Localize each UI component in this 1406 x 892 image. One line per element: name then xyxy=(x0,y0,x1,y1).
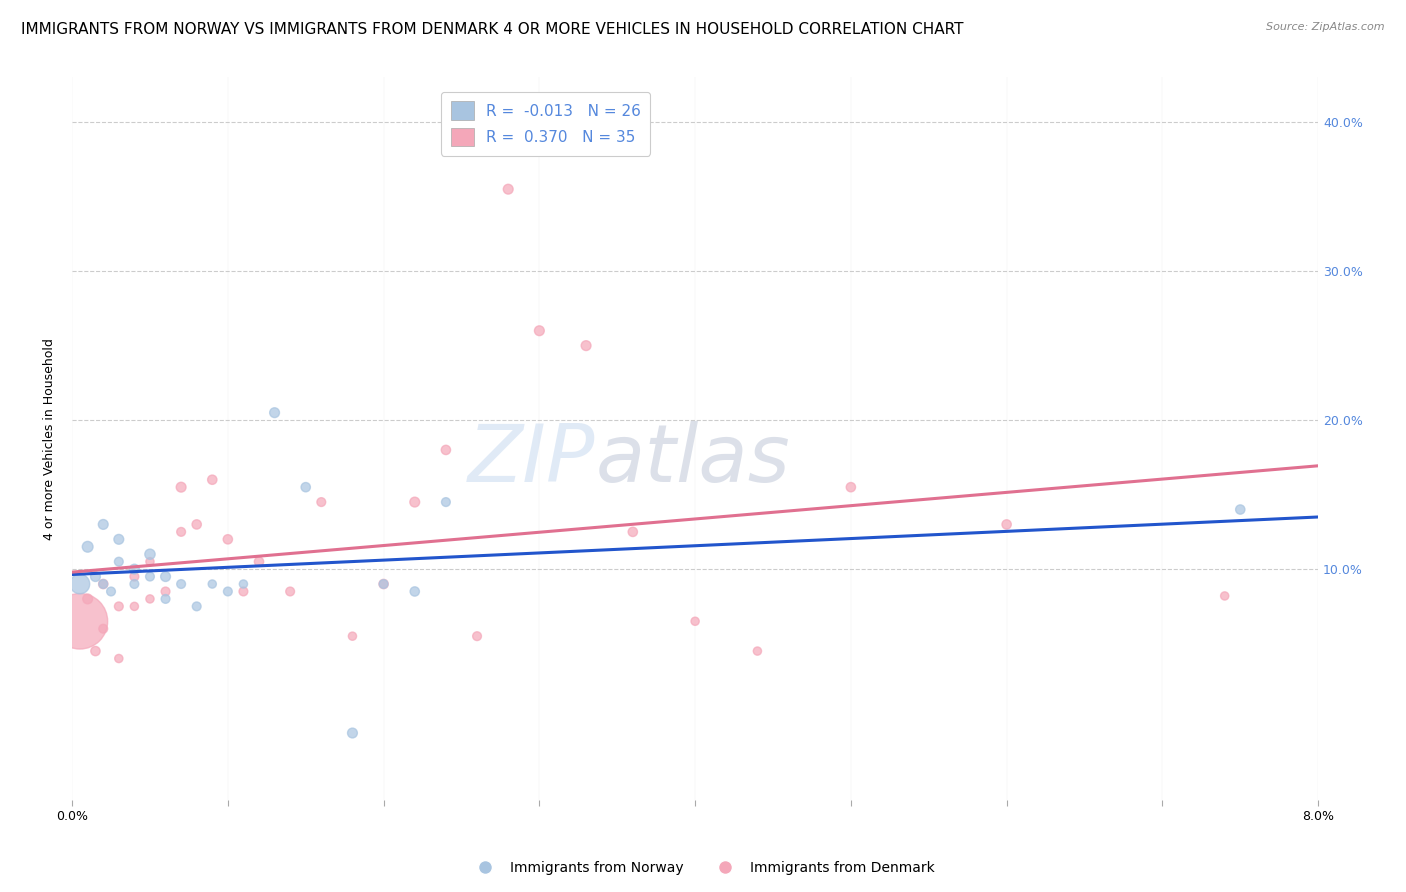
Point xyxy=(108,533,131,547)
Point xyxy=(100,584,122,599)
Point xyxy=(263,406,285,420)
Point xyxy=(404,584,426,599)
Point xyxy=(108,651,131,665)
Point xyxy=(69,614,91,628)
Point xyxy=(186,599,208,614)
Point xyxy=(108,555,131,569)
Point xyxy=(186,517,208,532)
Point xyxy=(1229,502,1251,516)
Point xyxy=(575,338,598,352)
Point xyxy=(217,533,239,547)
Point xyxy=(91,577,114,591)
Text: ZIP: ZIP xyxy=(468,421,595,500)
Point xyxy=(529,324,551,338)
Point xyxy=(232,577,254,591)
Point xyxy=(69,577,91,591)
Point xyxy=(170,480,193,494)
Point xyxy=(76,540,98,554)
Point xyxy=(139,591,162,606)
Point xyxy=(434,442,457,457)
Point xyxy=(124,577,146,591)
Point xyxy=(247,555,270,569)
Text: Source: ZipAtlas.com: Source: ZipAtlas.com xyxy=(1267,22,1385,32)
Point xyxy=(170,577,193,591)
Point xyxy=(155,584,177,599)
Point xyxy=(124,599,146,614)
Point xyxy=(496,182,519,196)
Point xyxy=(201,577,224,591)
Point xyxy=(294,480,316,494)
Point xyxy=(124,562,146,576)
Text: atlas: atlas xyxy=(595,421,790,500)
Point xyxy=(465,629,488,643)
Point xyxy=(434,495,457,509)
Point xyxy=(621,524,644,539)
Point xyxy=(342,726,364,740)
Point xyxy=(373,577,395,591)
Point xyxy=(747,644,769,658)
Point xyxy=(1213,589,1236,603)
Point xyxy=(155,591,177,606)
Point xyxy=(139,547,162,561)
Point xyxy=(139,555,162,569)
Point xyxy=(839,480,862,494)
Point xyxy=(124,569,146,583)
Point xyxy=(76,591,98,606)
Point xyxy=(278,584,301,599)
Point xyxy=(342,629,364,643)
Point xyxy=(91,622,114,636)
Point xyxy=(217,584,239,599)
Y-axis label: 4 or more Vehicles in Household: 4 or more Vehicles in Household xyxy=(44,338,56,540)
Point xyxy=(155,569,177,583)
Point xyxy=(84,644,107,658)
Point xyxy=(139,569,162,583)
Legend: Immigrants from Norway, Immigrants from Denmark: Immigrants from Norway, Immigrants from … xyxy=(465,855,941,880)
Point xyxy=(683,614,706,628)
Point xyxy=(170,524,193,539)
Point xyxy=(84,569,107,583)
Point xyxy=(108,599,131,614)
Legend: R =  -0.013   N = 26, R =  0.370   N = 35: R = -0.013 N = 26, R = 0.370 N = 35 xyxy=(441,92,650,155)
Point xyxy=(995,517,1018,532)
Point xyxy=(404,495,426,509)
Point xyxy=(91,577,114,591)
Text: IMMIGRANTS FROM NORWAY VS IMMIGRANTS FROM DENMARK 4 OR MORE VEHICLES IN HOUSEHOL: IMMIGRANTS FROM NORWAY VS IMMIGRANTS FRO… xyxy=(21,22,963,37)
Point xyxy=(311,495,333,509)
Point xyxy=(373,577,395,591)
Point xyxy=(232,584,254,599)
Point xyxy=(91,517,114,532)
Point xyxy=(201,473,224,487)
